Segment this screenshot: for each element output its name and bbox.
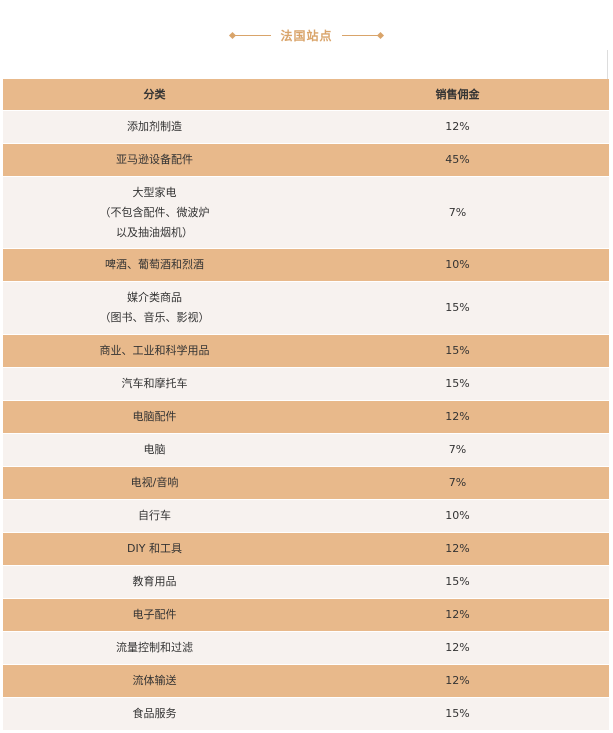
section-title-bar: 法国站点 bbox=[0, 22, 613, 48]
table-row: 教育用品 15% bbox=[3, 566, 609, 599]
row-commission-rate: 15% bbox=[445, 575, 470, 588]
row-commission-rate: 12% bbox=[445, 608, 470, 621]
row-category: DIY 和工具 bbox=[127, 542, 182, 555]
row-commission-rate: 12% bbox=[445, 641, 470, 654]
table-row: 汽车和摩托车 15% bbox=[3, 368, 609, 401]
table-row: 电脑 7% bbox=[3, 434, 609, 467]
table-row: 电视/音响 7% bbox=[3, 467, 609, 500]
table-row: 亚马逊设备配件 45% bbox=[3, 144, 609, 177]
row-category: 流体输送 bbox=[132, 674, 177, 687]
table-row: 电子配件 12% bbox=[3, 599, 609, 632]
header-category: 分类 bbox=[143, 87, 166, 101]
row-category: 电视/音响 bbox=[130, 476, 179, 489]
row-commission-rate: 15% bbox=[445, 707, 470, 720]
table-row: 啤酒、葡萄酒和烈酒 10% bbox=[3, 249, 609, 282]
row-commission-rate: 7% bbox=[448, 443, 467, 456]
table-row: 添加剂制造 12% bbox=[3, 111, 609, 144]
title-left-ornament bbox=[229, 31, 272, 39]
table-row: 流体输送 12% bbox=[3, 665, 609, 698]
row-category: 自行车 bbox=[138, 509, 171, 522]
row-category: 食品服务 bbox=[132, 707, 177, 720]
table-row: 大型家电 （不包含配件、微波炉 以及抽油烟机） 7% bbox=[3, 177, 609, 249]
table-row: 电脑配件 12% bbox=[3, 401, 609, 434]
row-commission-rate: 10% bbox=[445, 509, 470, 522]
row-category: 商业、工业和科学用品 bbox=[99, 344, 210, 357]
row-commission-rate: 15% bbox=[445, 301, 470, 314]
row-commission-rate: 12% bbox=[445, 542, 470, 555]
title-right-ornament bbox=[341, 31, 384, 39]
row-category: 流量控制和过滤 bbox=[116, 641, 193, 654]
row-commission-rate: 45% bbox=[445, 153, 470, 166]
row-commission-rate: 7% bbox=[448, 205, 467, 219]
row-category: 添加剂制造 bbox=[127, 120, 182, 133]
table-row: DIY 和工具 12% bbox=[3, 533, 609, 566]
table-row: 流量控制和过滤 12% bbox=[3, 632, 609, 665]
section-title: 法国站点 bbox=[280, 28, 333, 43]
row-commission-rate: 15% bbox=[445, 377, 470, 390]
row-category: 大型家电 （不包含配件、微波炉 以及抽油烟机） bbox=[99, 185, 210, 239]
row-category: 媒介类商品 （图书、音乐、影视） bbox=[99, 291, 210, 324]
row-commission-rate: 7% bbox=[448, 476, 467, 489]
row-category: 亚马逊设备配件 bbox=[116, 153, 193, 166]
table-row: 食品服务 15% bbox=[3, 698, 609, 731]
table-body: 添加剂制造 12% 亚马逊设备配件 45% 大型家电 （不包含配件、微波炉 以及抽油烟机… bbox=[3, 111, 609, 731]
row-commission-rate: 10% bbox=[445, 258, 470, 271]
header-commission: 销售佣金 bbox=[435, 87, 480, 101]
table-row: 商业、工业和科学用品 15% bbox=[3, 335, 609, 368]
table-header-row: 分类 销售佣金 bbox=[3, 79, 609, 111]
row-category: 电脑配件 bbox=[132, 410, 177, 423]
table-row: 自行车 10% bbox=[3, 500, 609, 533]
row-category: 电脑 bbox=[143, 443, 166, 456]
row-category: 啤酒、葡萄酒和烈酒 bbox=[105, 258, 204, 271]
row-commission-rate: 12% bbox=[445, 120, 470, 133]
row-category: 教育用品 bbox=[132, 575, 177, 588]
row-commission-rate: 12% bbox=[445, 410, 470, 423]
table-row: 媒介类商品 （图书、音乐、影视） 15% bbox=[3, 282, 609, 335]
row-category: 汽车和摩托车 bbox=[121, 377, 188, 390]
row-commission-rate: 15% bbox=[445, 344, 470, 357]
row-commission-rate: 12% bbox=[445, 674, 470, 687]
commission-table: 分类 销售佣金 添加剂制造 12% 亚马逊设备配件 45% 大型家电 （不包含配件、微波… bbox=[3, 79, 609, 731]
row-category: 电子配件 bbox=[132, 608, 177, 621]
